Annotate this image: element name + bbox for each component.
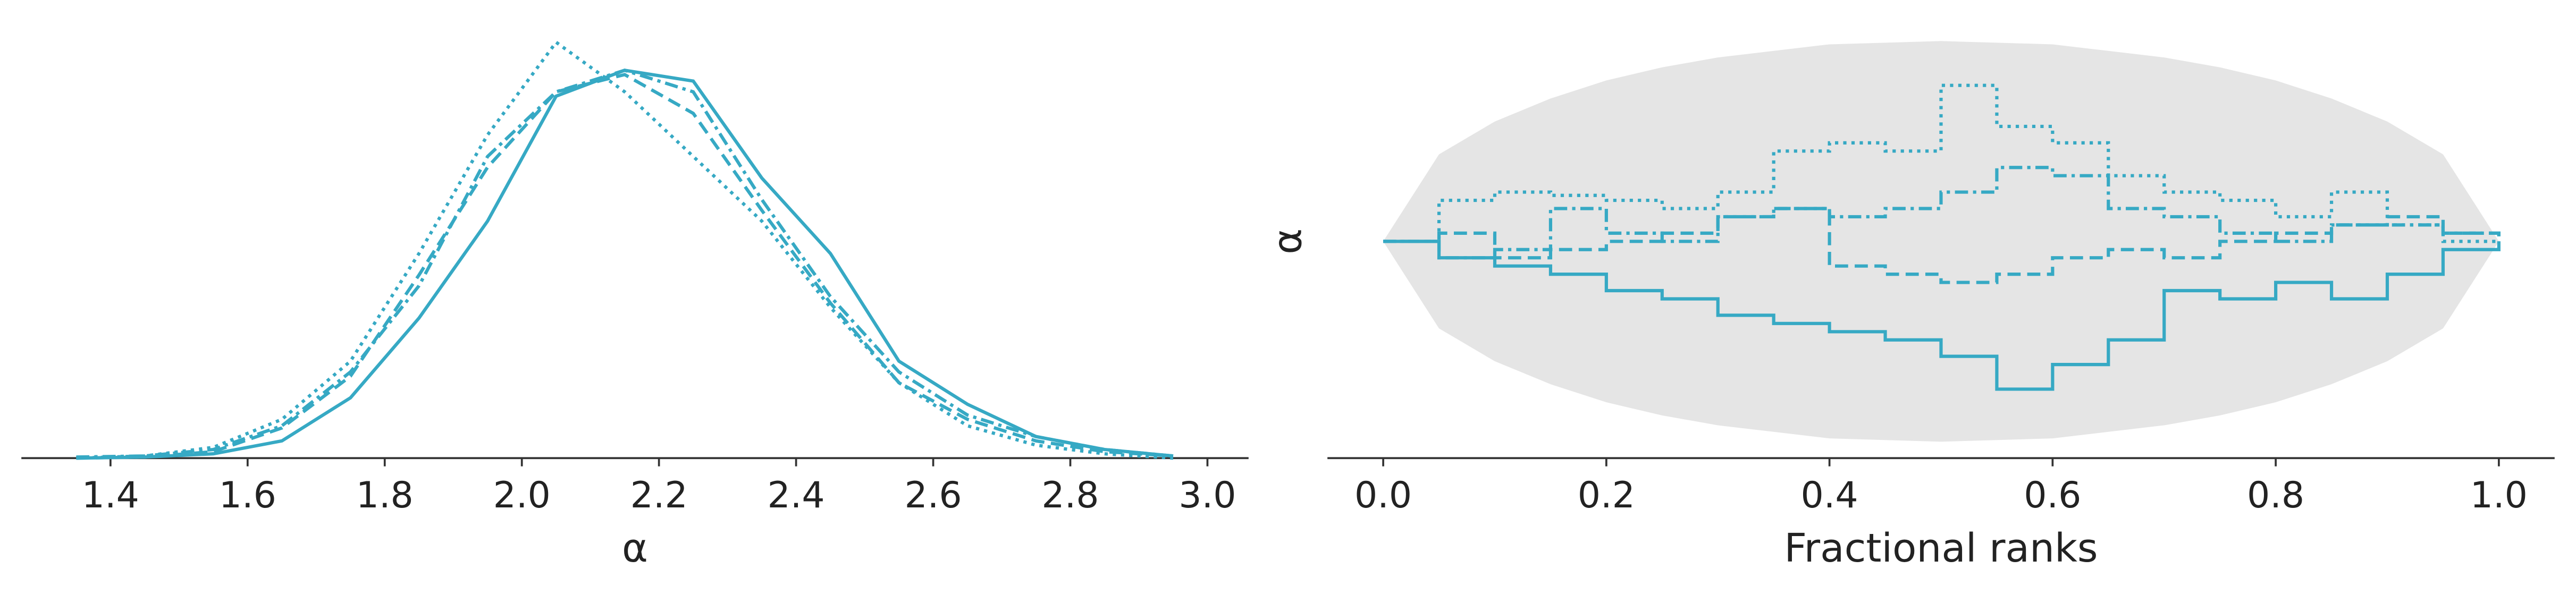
y-axis-label: α (1265, 228, 1311, 254)
x-tick-label: 0.6 (2024, 474, 2081, 516)
x-tick-label: 1.0 (2470, 474, 2528, 516)
series-line (76, 40, 1174, 460)
envelope (1383, 41, 2499, 442)
x-tick-label: 0.8 (2247, 474, 2304, 516)
x-tick-label: 0.4 (1801, 474, 1858, 516)
x-tick-label: 2.0 (493, 474, 551, 516)
x-tick-label: 0.0 (1354, 474, 1412, 516)
x-tick-label: 2.8 (1041, 474, 1099, 516)
x-tick-label: 0.2 (1578, 474, 1635, 516)
x-tick-label: 1.6 (219, 474, 276, 516)
x-tick-label: 1.4 (82, 474, 139, 516)
x-tick-label: 3.0 (1178, 474, 1236, 516)
series-line (1383, 240, 2501, 391)
series-line (1383, 83, 2499, 243)
series-line (76, 73, 1174, 460)
series-line (76, 69, 1174, 459)
series-line (76, 69, 1174, 460)
x-axis-label: Fractional ranks (1784, 525, 2098, 571)
series-line (1383, 166, 2501, 260)
x-tick-label: 1.8 (356, 474, 414, 516)
x-tick-label: 2.4 (768, 474, 825, 516)
x-axis-label: α (622, 525, 648, 571)
x-tick-label: 2.2 (630, 474, 688, 516)
x-tick-label: 2.6 (904, 474, 962, 516)
